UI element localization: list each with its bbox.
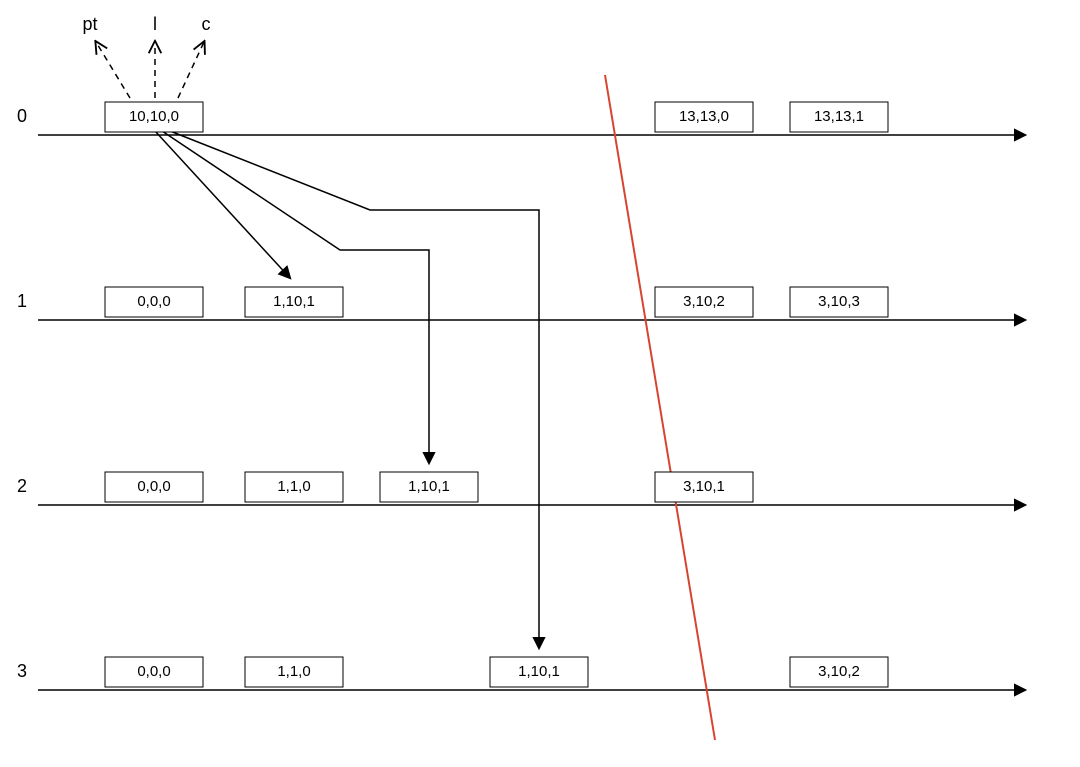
header-pointer-arrow [178, 42, 204, 98]
row-labels: 0 1 2 3 [17, 106, 27, 681]
event-box-label: 10,10,0 [129, 108, 179, 125]
timeline-axes [38, 135, 1025, 690]
row-label: 2 [17, 476, 27, 496]
event-box-label: 13,13,0 [679, 108, 729, 125]
header-label-c: c [202, 14, 211, 34]
divider-line [605, 75, 715, 740]
event-box-label: 0,0,0 [137, 663, 170, 680]
event-box-label: 0,0,0 [137, 478, 170, 495]
event-box-label: 3,10,3 [818, 293, 860, 310]
header-label-pt: pt [82, 14, 97, 34]
message-arrows [155, 131, 539, 648]
header-labels: pt l c [82, 14, 210, 98]
diagram-canvas: 10,10,0 13,13,0 13,13,1 0,0,0 1,10,1 3,10,2 3,… [0, 0, 1080, 767]
event-box-label: 1,10,1 [273, 293, 315, 310]
event-box-label: 1,10,1 [408, 478, 450, 495]
event-box-label: 3,10,2 [683, 293, 725, 310]
event-box-label: 1,1,0 [277, 478, 310, 495]
event-box-label: 3,10,1 [683, 478, 725, 495]
row-label: 1 [17, 291, 27, 311]
event-box-label: 0,0,0 [137, 293, 170, 310]
event-box-label: 3,10,2 [818, 663, 860, 680]
row-label: 3 [17, 661, 27, 681]
event-box-label: 1,10,1 [518, 663, 560, 680]
event-boxes: 10,10,0 13,13,0 13,13,1 0,0,0 1,10,1 3,10,2 3,… [105, 102, 888, 687]
event-box-label: 13,13,1 [814, 108, 864, 125]
event-box-label: 1,1,0 [277, 663, 310, 680]
row-label: 0 [17, 106, 27, 126]
epoch-divider [605, 75, 715, 740]
header-label-l: l [153, 14, 157, 34]
message-arrow [155, 131, 290, 278]
header-pointer-arrow [96, 42, 130, 98]
